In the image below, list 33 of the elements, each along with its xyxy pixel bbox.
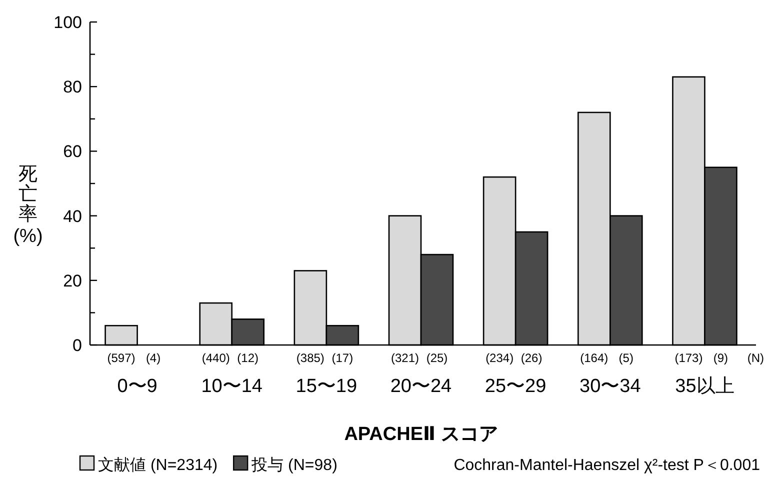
y-tick-label: 20 [63, 271, 82, 290]
text: (25) [426, 351, 448, 365]
text: (N) [747, 351, 764, 365]
x-tick-label: 15〜19 [296, 376, 358, 397]
text: (12) [237, 351, 259, 365]
text: (4) [146, 351, 161, 365]
text: (321) [390, 351, 420, 365]
text: (234) [486, 351, 514, 365]
text: (385) [296, 351, 324, 365]
x-tick-label: 0〜9 [117, 376, 158, 397]
text: (9) [713, 351, 728, 365]
text: (173) [674, 351, 703, 365]
x-axis-title: APACHEⅡ スコア [344, 424, 498, 445]
text: (440) [202, 351, 230, 365]
legend-label: 文献値 (N=2314) [98, 456, 218, 474]
y-tick-label: 0 [72, 336, 82, 355]
legend-label: 投与 (N=98) [250, 456, 338, 474]
y-tick-label: 40 [63, 206, 82, 226]
y-tick-label: 100 [54, 13, 82, 32]
x-tick-label: 35以上 [675, 376, 734, 397]
text: (164) [580, 351, 608, 365]
text: (597) [107, 351, 136, 365]
y-tick-label: 60 [63, 142, 82, 162]
x-tick-label: 25〜29 [484, 376, 546, 397]
x-tick-label: 20〜24 [390, 376, 452, 397]
x-tick-label: 10〜14 [201, 376, 263, 397]
text: (5) [618, 351, 634, 365]
text: Cochran-Mantel-Haenszel χ²-test P＜0.001 [454, 457, 760, 474]
text: (26) [520, 351, 542, 365]
y-tick-label: 80 [63, 78, 82, 97]
y-axis-title: 死亡率 (%) [13, 164, 43, 247]
text: (17) [332, 351, 354, 365]
x-tick-label: 30〜34 [580, 376, 642, 397]
